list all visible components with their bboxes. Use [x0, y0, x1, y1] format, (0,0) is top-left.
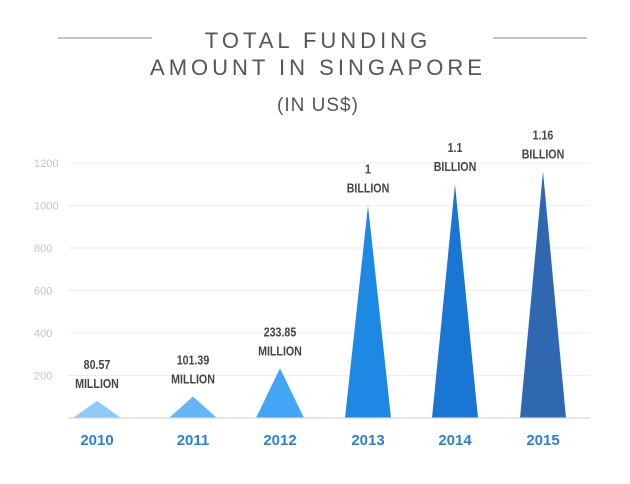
bar [520, 171, 566, 418]
x-tick-label: 2012 [263, 432, 296, 449]
x-axis: 2010 2011 2012 2013 2014 2015 [80, 432, 559, 449]
bar [256, 368, 304, 418]
data-label-value: 233.85 [264, 324, 297, 339]
y-tick-label: 1000 [34, 201, 58, 213]
data-label-unit: BILLION [347, 180, 390, 195]
y-tick-label: 400 [34, 328, 52, 340]
chart-title-line-1: TOTAL FUNDING [205, 28, 431, 53]
y-tick-label: 1200 [34, 158, 58, 170]
x-tick-label: 2014 [438, 432, 472, 449]
bar [169, 396, 217, 418]
data-label-value: 1 [365, 161, 371, 176]
chart-subtitle: (IN US$) [277, 95, 359, 116]
y-tick-label: 200 [34, 371, 52, 383]
bars [73, 171, 566, 418]
data-label-unit: BILLION [522, 146, 565, 161]
data-label-value: 80.57 [84, 357, 111, 372]
bar [73, 400, 121, 418]
data-label-value: 101.39 [177, 352, 210, 367]
gridlines [68, 162, 590, 376]
data-label-value: 1.1 [448, 140, 463, 155]
y-tick-label: 800 [34, 243, 52, 255]
y-axis: 200 400 600 800 1000 1200 [34, 158, 58, 383]
data-label-unit: BILLION [434, 159, 477, 174]
x-tick-label: 2013 [351, 432, 384, 449]
data-label-unit: MILLION [171, 371, 215, 386]
data-labels: 80.57 MILLION 101.39 MILLION 233.85 MILLION 1 B… [75, 127, 564, 391]
data-label-unit: MILLION [258, 343, 302, 358]
y-tick-label: 600 [34, 286, 52, 298]
x-tick-label: 2015 [526, 432, 559, 449]
x-tick-label: 2010 [80, 432, 113, 449]
bar [432, 184, 478, 418]
data-label-value: 1.16 [533, 127, 554, 142]
data-label-unit: MILLION [75, 376, 119, 391]
x-tick-label: 2011 [177, 432, 210, 449]
bar [345, 205, 391, 418]
chart-title-line-2: AMOUNT IN SINGAPORE [150, 55, 486, 80]
